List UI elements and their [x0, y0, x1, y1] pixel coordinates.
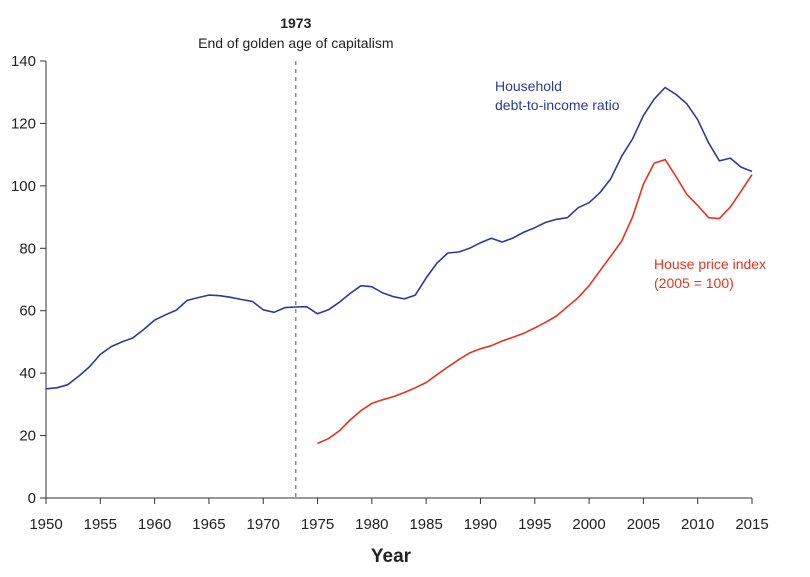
- series-label-household-debt-line2: debt-to-income ratio: [495, 97, 620, 113]
- annotation-1973: 1973 End of golden age of capitalism: [198, 15, 393, 498]
- x-tick-label: 2010: [681, 516, 714, 533]
- x-tick-label: 1985: [409, 516, 442, 533]
- series-label-household-debt-line1: Household: [495, 78, 562, 94]
- series-labels: Household debt-to-income ratio House pri…: [495, 78, 766, 291]
- y-tick-label: 40: [19, 365, 36, 382]
- y-tick-label: 120: [11, 115, 36, 132]
- y-tick-label: 80: [19, 240, 36, 257]
- y-tick-label: 0: [28, 490, 36, 507]
- series-label-house-price-line2: (2005 = 100): [654, 275, 734, 291]
- y-tick-label: 20: [19, 428, 36, 445]
- x-tick-label: 1960: [138, 516, 171, 533]
- y-tick-label: 60: [19, 303, 36, 320]
- x-tick-label: 1975: [301, 516, 334, 533]
- x-tick-label: 1970: [247, 516, 280, 533]
- x-axis-title: Year: [371, 546, 412, 567]
- y-tick-label: 100: [11, 178, 36, 195]
- y-axis: 0 20 40 60 80 100 120 140: [11, 53, 47, 507]
- x-tick-label: 1955: [84, 516, 117, 533]
- annotation-text: End of golden age of capitalism: [198, 35, 393, 51]
- x-tick-label: 1965: [192, 516, 225, 533]
- y-tick-label: 140: [11, 53, 36, 70]
- series-line-house-price: [317, 158, 753, 445]
- series-label-house-price-line1: House price index: [654, 256, 766, 272]
- series: [45, 86, 753, 445]
- x-tick-label: 1950: [29, 516, 62, 533]
- x-axis: 1950 1955 1960 1965 1970 1975 1980 1985 1990 1995…: [29, 497, 769, 533]
- x-tick-label: 2000: [572, 516, 605, 533]
- x-tick-label: 2005: [627, 516, 660, 533]
- series-line-household-debt: [45, 86, 753, 390]
- x-tick-label: 1980: [355, 516, 388, 533]
- x-tick-label: 1995: [518, 516, 551, 533]
- x-tick-label: 2015: [735, 516, 768, 533]
- annotation-title: 1973: [280, 15, 311, 31]
- x-tick-label: 1990: [464, 516, 497, 533]
